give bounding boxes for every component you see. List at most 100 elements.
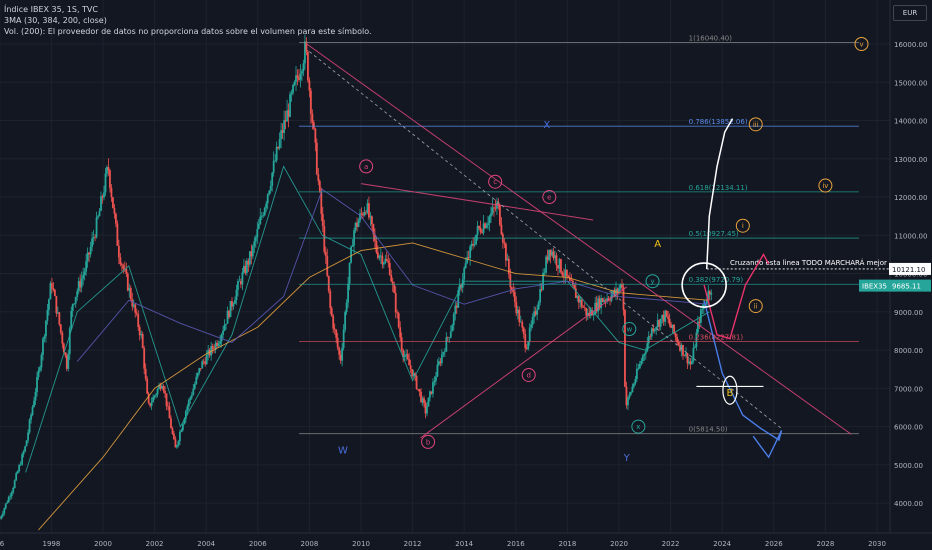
candle-body [393, 284, 396, 293]
candle-body [265, 203, 268, 209]
candle-body [411, 369, 414, 377]
candle-body [268, 190, 271, 195]
candle-body [689, 361, 692, 365]
candle-body [79, 281, 82, 288]
candle-body [499, 204, 501, 225]
candle-body [442, 352, 445, 355]
candle-body [129, 287, 132, 300]
candle-body [243, 265, 245, 273]
y-tick-label: 13000.00 [894, 156, 927, 164]
candle-body [607, 298, 610, 301]
candle-body [417, 388, 419, 390]
candle-body [295, 75, 297, 82]
candle-body [55, 295, 58, 314]
wave-label-a: a [364, 163, 368, 171]
wave-label-i: i [742, 222, 744, 230]
candle-body [469, 246, 472, 259]
candle-body [445, 337, 448, 352]
candle-body [365, 212, 367, 213]
candle-body [671, 324, 674, 328]
candle-body [545, 256, 547, 273]
breakout-highlight-circle [681, 262, 727, 308]
forecast-path-pink [703, 253, 770, 340]
candle-body [89, 247, 92, 255]
candle-body [116, 223, 119, 246]
moving-average-legend[interactable]: 3MA (30, 384, 200, close) [4, 16, 107, 25]
candle-body [630, 392, 632, 395]
candle-body [347, 283, 349, 303]
candle-body [97, 216, 99, 218]
candle-body [695, 332, 698, 347]
candle-body [603, 300, 606, 302]
candle-body [290, 92, 293, 95]
candle-body [205, 354, 208, 365]
candle-body [342, 329, 345, 348]
wave-label-x: x [636, 423, 640, 431]
candle-body [567, 276, 570, 278]
candle-body [613, 290, 616, 295]
candle-body [424, 403, 427, 414]
candle-body [595, 302, 598, 312]
candle-body [359, 213, 361, 221]
candle-body [530, 324, 533, 328]
candle-body [519, 321, 522, 323]
candle-body [525, 348, 528, 350]
candle-body [668, 318, 671, 325]
candle-body [373, 234, 376, 241]
candle-body [676, 336, 678, 343]
currency-button[interactable]: EUR [893, 5, 927, 21]
candle-body [644, 351, 647, 354]
candle-body [491, 207, 494, 214]
candle-body [618, 288, 620, 293]
candle-body [694, 346, 696, 348]
candle-body [488, 216, 491, 224]
x-tick-label: 2010 [352, 540, 370, 548]
candle-body [598, 298, 601, 309]
candle-body [429, 391, 431, 398]
candle-body [390, 274, 393, 282]
candle-body [140, 333, 143, 336]
candle-body [388, 262, 391, 275]
candle-body [379, 255, 382, 257]
candle-body [234, 300, 236, 304]
wave-label-v: v [859, 41, 863, 49]
candle-body [115, 213, 117, 224]
candle-body [238, 281, 241, 282]
candle-body [141, 333, 144, 349]
candle-body [457, 290, 460, 308]
wave-circle [735, 218, 750, 233]
candle-body [34, 391, 37, 401]
wave-circle [542, 190, 557, 205]
candle-body [531, 316, 534, 325]
candle-body [40, 354, 43, 368]
candle-body [426, 406, 428, 414]
breakout-note: Cruzando esta linea TODO MARCHARÁ mejor [730, 258, 887, 267]
candle-body [512, 289, 515, 293]
wave-circle [359, 159, 374, 174]
candle-body [271, 172, 274, 186]
candle-body [658, 320, 661, 327]
candle-body [179, 432, 181, 442]
candle-body [408, 358, 411, 366]
candle-body [24, 446, 27, 452]
candle-body [171, 428, 174, 434]
x-tick-label: 2024 [713, 540, 731, 548]
candle-body [665, 310, 668, 317]
candle-body [326, 256, 329, 276]
time-axis [0, 533, 932, 550]
candle-body [39, 367, 41, 371]
candle-body [440, 354, 443, 364]
candle-body [16, 471, 19, 474]
candle-body [479, 227, 482, 233]
candle-body [394, 292, 397, 313]
candle-body [298, 77, 300, 80]
candle-body [216, 342, 219, 347]
candle-body [183, 418, 186, 425]
candle-body [112, 197, 114, 208]
candle-body [229, 301, 232, 318]
candle-body [232, 303, 235, 307]
candle-body [12, 488, 15, 493]
candle-body [458, 285, 461, 291]
candle-body [159, 385, 162, 389]
